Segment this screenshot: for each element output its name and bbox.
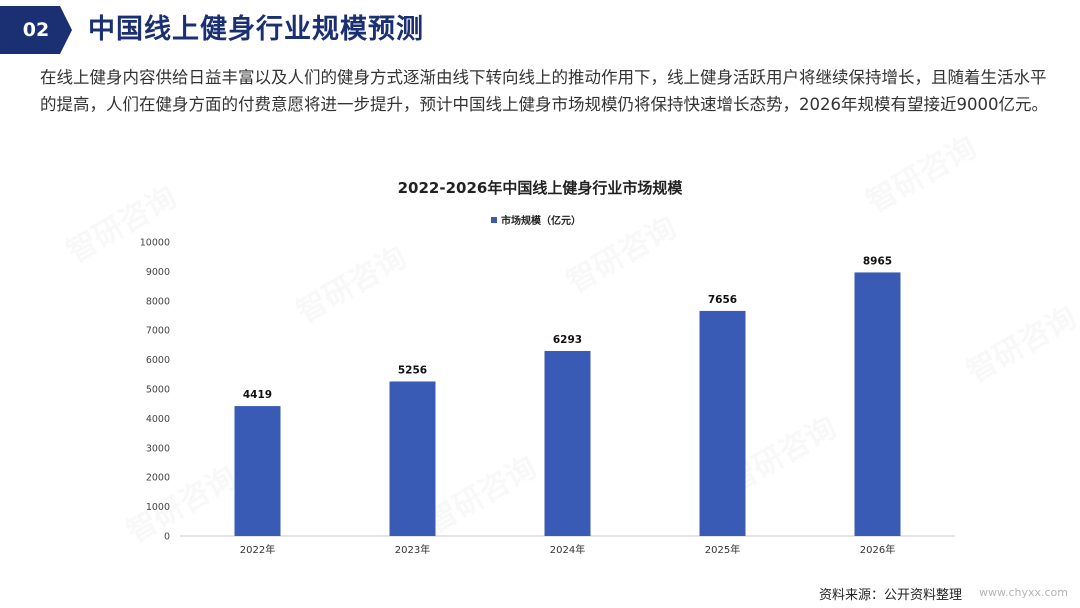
page-title: 中国线上健身行业规模预测 <box>88 14 424 45</box>
bar <box>544 350 591 536</box>
x-tick-label: 2024年 <box>550 543 585 556</box>
y-tick-label: 6000 <box>146 355 170 366</box>
y-tick-label: 3000 <box>146 443 170 454</box>
y-tick-label: 1000 <box>146 502 170 513</box>
bar <box>234 406 281 536</box>
y-tick-label: 9000 <box>146 267 170 278</box>
bar-value-label: 5256 <box>398 364 427 376</box>
intro-paragraph: 在线上健身内容供给日益丰富以及人们的健身方式逐渐由线下转向线上的推动作用下，线上… <box>40 68 1048 114</box>
x-tick-label: 2022年 <box>240 543 275 556</box>
x-axis: 2022年 2023年 2024年 2025年 2026年 <box>240 543 895 556</box>
bar <box>389 381 436 536</box>
source-note: 资料来源：公开资料整理 <box>818 588 962 603</box>
y-tick-label: 10000 <box>140 238 170 249</box>
legend-swatch <box>491 217 497 223</box>
section-badge: 02 <box>0 6 72 54</box>
bars-group: 4419 5256 6293 7656 8965 <box>234 255 901 536</box>
chart-title: 2022-2026年中国线上健身行业市场规模 <box>398 179 684 197</box>
y-tick-label: 4000 <box>146 414 170 425</box>
x-tick-label: 2025年 <box>705 543 740 556</box>
x-tick-label: 2026年 <box>860 543 895 556</box>
bar-value-label: 4419 <box>243 389 272 401</box>
y-tick-label: 2000 <box>146 473 170 484</box>
y-tick-label: 5000 <box>146 385 170 396</box>
site-watermark: www.chyxx.com <box>978 586 1068 599</box>
y-tick-label: 8000 <box>146 296 170 307</box>
y-tick-label: 7000 <box>146 326 170 337</box>
y-tick-label: 0 <box>164 532 170 543</box>
legend-label: 市场规模（亿元） <box>501 214 581 227</box>
bar <box>854 272 901 536</box>
section-number: 02 <box>22 19 50 41</box>
x-tick-label: 2023年 <box>395 543 430 556</box>
hexagon-icon <box>0 6 72 54</box>
y-axis: 0 1000 2000 3000 4000 5000 6000 7000 8000 9000 100… <box>140 238 170 543</box>
bar-value-label: 6293 <box>553 334 582 346</box>
bar-value-label: 8965 <box>863 255 892 267</box>
bar <box>699 310 746 536</box>
bar-value-label: 7656 <box>708 294 737 306</box>
